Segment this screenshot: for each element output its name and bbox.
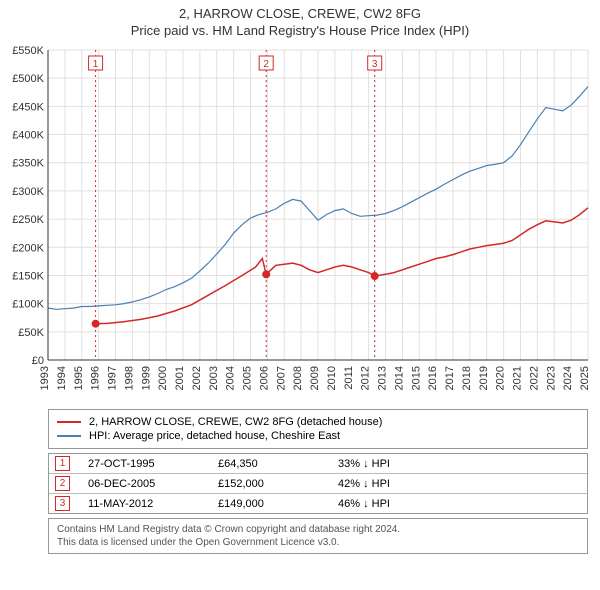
svg-text:1: 1 [93, 59, 99, 70]
svg-text:£500K: £500K [12, 73, 44, 85]
svg-text:2001: 2001 [174, 366, 186, 390]
event-row: 1 27-OCT-1995 £64,350 33% ↓ HPI [49, 454, 587, 473]
svg-text:2004: 2004 [225, 366, 237, 390]
svg-text:2009: 2009 [309, 366, 321, 390]
svg-text:£550K: £550K [12, 45, 44, 57]
svg-text:1999: 1999 [140, 366, 152, 390]
svg-text:2010: 2010 [326, 366, 338, 390]
svg-text:1998: 1998 [123, 366, 135, 390]
svg-text:1995: 1995 [73, 366, 85, 390]
event-price: £152,000 [218, 478, 338, 490]
chart-container: 2, HARROW CLOSE, CREWE, CW2 8FG Price pa… [0, 0, 600, 554]
legend-label: 2, HARROW CLOSE, CREWE, CW2 8FG (detache… [89, 416, 382, 428]
svg-text:2014: 2014 [393, 366, 405, 390]
svg-text:£100K: £100K [12, 299, 44, 311]
svg-text:2011: 2011 [343, 366, 355, 390]
svg-text:2015: 2015 [410, 366, 422, 390]
legend-swatch [57, 421, 81, 423]
svg-text:2006: 2006 [258, 366, 270, 390]
svg-text:2008: 2008 [292, 366, 304, 390]
svg-text:£200K: £200K [12, 242, 44, 254]
events-table: 1 27-OCT-1995 £64,350 33% ↓ HPI 2 06-DEC… [48, 453, 588, 514]
footer-line: This data is licensed under the Open Gov… [57, 536, 579, 549]
svg-text:2017: 2017 [444, 366, 456, 390]
event-diff: 46% ↓ HPI [338, 498, 390, 510]
title-address: 2, HARROW CLOSE, CREWE, CW2 8FG [0, 6, 600, 21]
legend-item: HPI: Average price, detached house, Ches… [57, 430, 579, 442]
svg-text:£50K: £50K [18, 327, 44, 339]
svg-text:2005: 2005 [242, 366, 254, 390]
svg-text:2007: 2007 [275, 366, 287, 390]
footer-line: Contains HM Land Registry data © Crown c… [57, 523, 579, 536]
svg-text:2016: 2016 [427, 366, 439, 390]
svg-text:2000: 2000 [157, 366, 169, 390]
event-date: 06-DEC-2005 [88, 478, 218, 490]
event-badge: 2 [55, 476, 70, 491]
event-diff: 42% ↓ HPI [338, 478, 390, 490]
svg-text:2002: 2002 [191, 366, 203, 390]
event-badge: 3 [55, 496, 70, 511]
svg-text:2018: 2018 [461, 366, 473, 390]
svg-text:2003: 2003 [208, 366, 220, 390]
svg-text:2021: 2021 [512, 366, 524, 390]
svg-text:£400K: £400K [12, 130, 44, 142]
svg-text:2024: 2024 [562, 366, 574, 390]
legend-label: HPI: Average price, detached house, Ches… [89, 430, 340, 442]
title-subtitle: Price paid vs. HM Land Registry's House … [0, 23, 600, 38]
legend-item: 2, HARROW CLOSE, CREWE, CW2 8FG (detache… [57, 416, 579, 428]
svg-text:1994: 1994 [56, 366, 68, 390]
svg-text:£350K: £350K [12, 158, 44, 170]
event-diff: 33% ↓ HPI [338, 458, 390, 470]
event-row: 2 06-DEC-2005 £152,000 42% ↓ HPI [49, 473, 587, 493]
svg-text:2022: 2022 [528, 366, 540, 390]
svg-text:2012: 2012 [360, 366, 372, 390]
svg-text:2: 2 [263, 59, 269, 70]
event-date: 11-MAY-2012 [88, 498, 218, 510]
svg-text:2019: 2019 [478, 366, 490, 390]
svg-text:£450K: £450K [12, 101, 44, 113]
svg-text:1993: 1993 [39, 366, 51, 390]
event-row: 3 11-MAY-2012 £149,000 46% ↓ HPI [49, 493, 587, 513]
chart-titles: 2, HARROW CLOSE, CREWE, CW2 8FG Price pa… [0, 0, 600, 40]
svg-text:3: 3 [372, 59, 378, 70]
svg-text:2025: 2025 [579, 366, 591, 390]
svg-text:2020: 2020 [495, 366, 507, 390]
attribution-footer: Contains HM Land Registry data © Crown c… [48, 518, 588, 554]
svg-text:2013: 2013 [377, 366, 389, 390]
event-badge: 1 [55, 456, 70, 471]
svg-text:£0: £0 [32, 355, 44, 367]
price-chart: £0 £50K £100K £150K £200K £250K £300K £350K £400… [0, 40, 600, 405]
svg-text:2023: 2023 [545, 366, 557, 390]
event-date: 27-OCT-1995 [88, 458, 218, 470]
svg-text:£250K: £250K [12, 214, 44, 226]
event-price: £149,000 [218, 498, 338, 510]
legend-box: 2, HARROW CLOSE, CREWE, CW2 8FG (detache… [48, 409, 588, 449]
legend-swatch [57, 435, 81, 437]
svg-text:£300K: £300K [12, 186, 44, 198]
svg-text:1996: 1996 [90, 366, 102, 390]
event-price: £64,350 [218, 458, 338, 470]
svg-text:£150K: £150K [12, 270, 44, 282]
svg-text:1997: 1997 [107, 366, 119, 390]
